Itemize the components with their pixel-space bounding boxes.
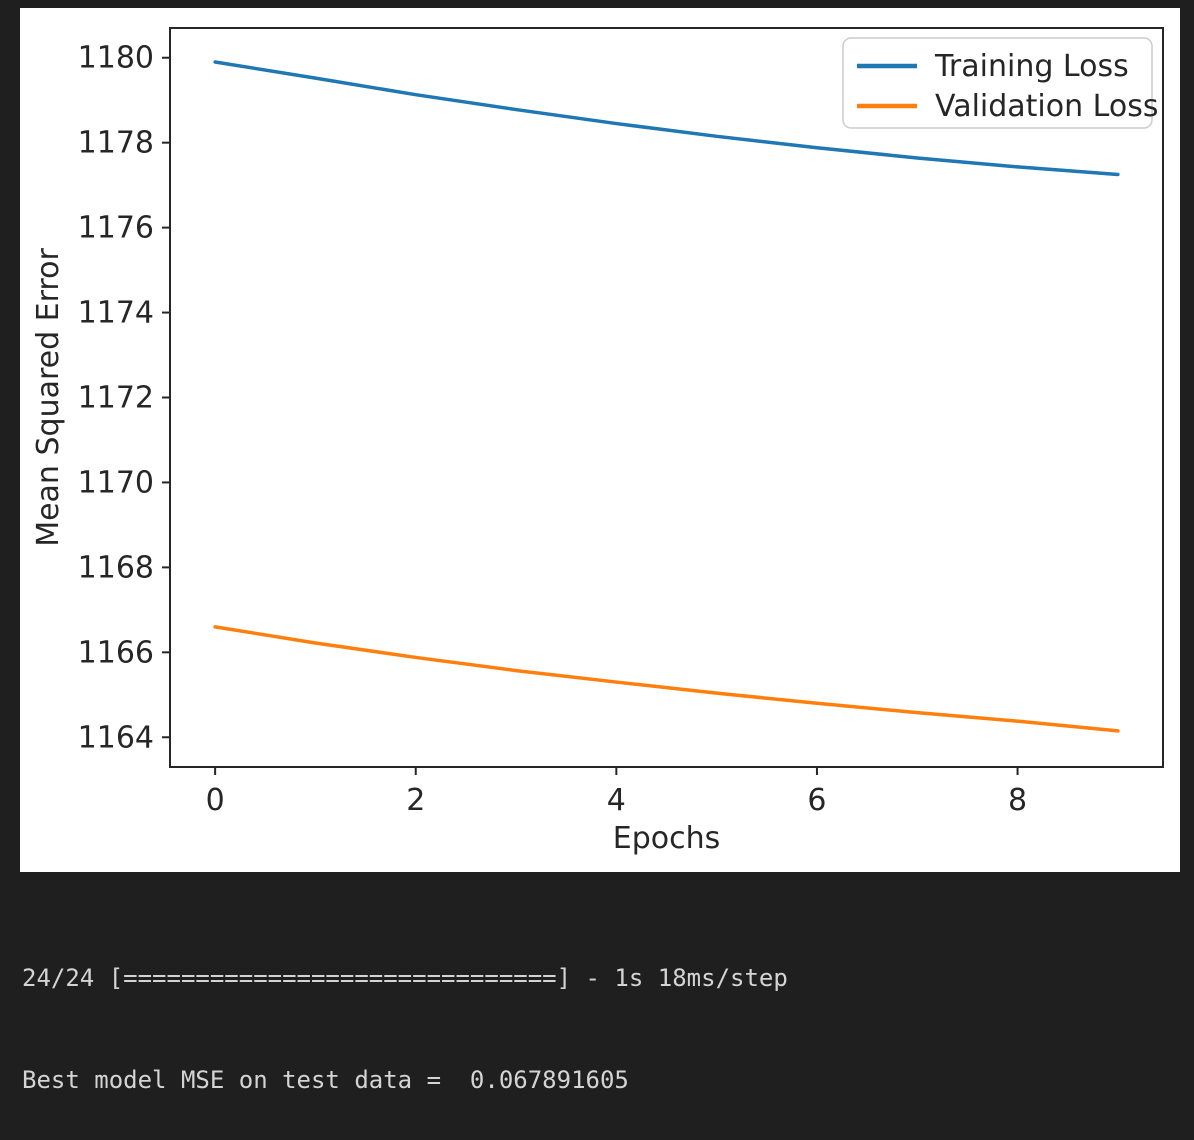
progress-bar-line: 24/24 [==============================] -… xyxy=(22,964,788,992)
legend-label-validation: Validation Loss xyxy=(935,89,1158,124)
y-tick-label: 1170 xyxy=(78,465,154,500)
result-line: Best model MSE on test data = 0.06789160… xyxy=(22,1066,629,1094)
y-tick-label: 1174 xyxy=(78,296,154,331)
y-tick-label: 1164 xyxy=(78,720,154,755)
x-tick-label: 8 xyxy=(1008,783,1027,818)
y-axis-label: Mean Squared Error xyxy=(31,248,66,547)
x-axis-label: Epochs xyxy=(613,821,721,856)
validation-loss-line xyxy=(213,625,1120,733)
y-tick-label: 1180 xyxy=(78,41,154,76)
y-tick-label: 1176 xyxy=(78,211,154,246)
y-tick-label: 1178 xyxy=(78,126,154,161)
x-tick-label: 6 xyxy=(807,783,826,818)
training-loss-line xyxy=(213,60,1120,177)
legend-label-training: Training Loss xyxy=(934,49,1129,84)
y-tick-label: 1168 xyxy=(78,550,154,585)
y-tick-label: 1166 xyxy=(78,635,154,670)
notebook-screen: { "figure": { "background": "#ffffff" },… xyxy=(20,8,1180,1094)
y-tick-label: 1172 xyxy=(78,381,154,416)
terminal-output: 24/24 [==============================] -… xyxy=(22,908,788,1140)
loss-chart: 0 2 4 6 8 1164 1166 1168 1170 1172 1174 1176 1178 118… xyxy=(31,27,1164,856)
x-tick-label: 2 xyxy=(406,783,425,818)
x-tick-label: 4 xyxy=(607,783,626,818)
x-tick-label: 0 xyxy=(206,783,225,818)
plot-spines xyxy=(169,27,1164,768)
matplotlib-figure: 0 2 4 6 8 1164 1166 1168 1170 1172 1174 1176 1178 118… xyxy=(20,8,1180,872)
legend-box xyxy=(842,37,1153,129)
